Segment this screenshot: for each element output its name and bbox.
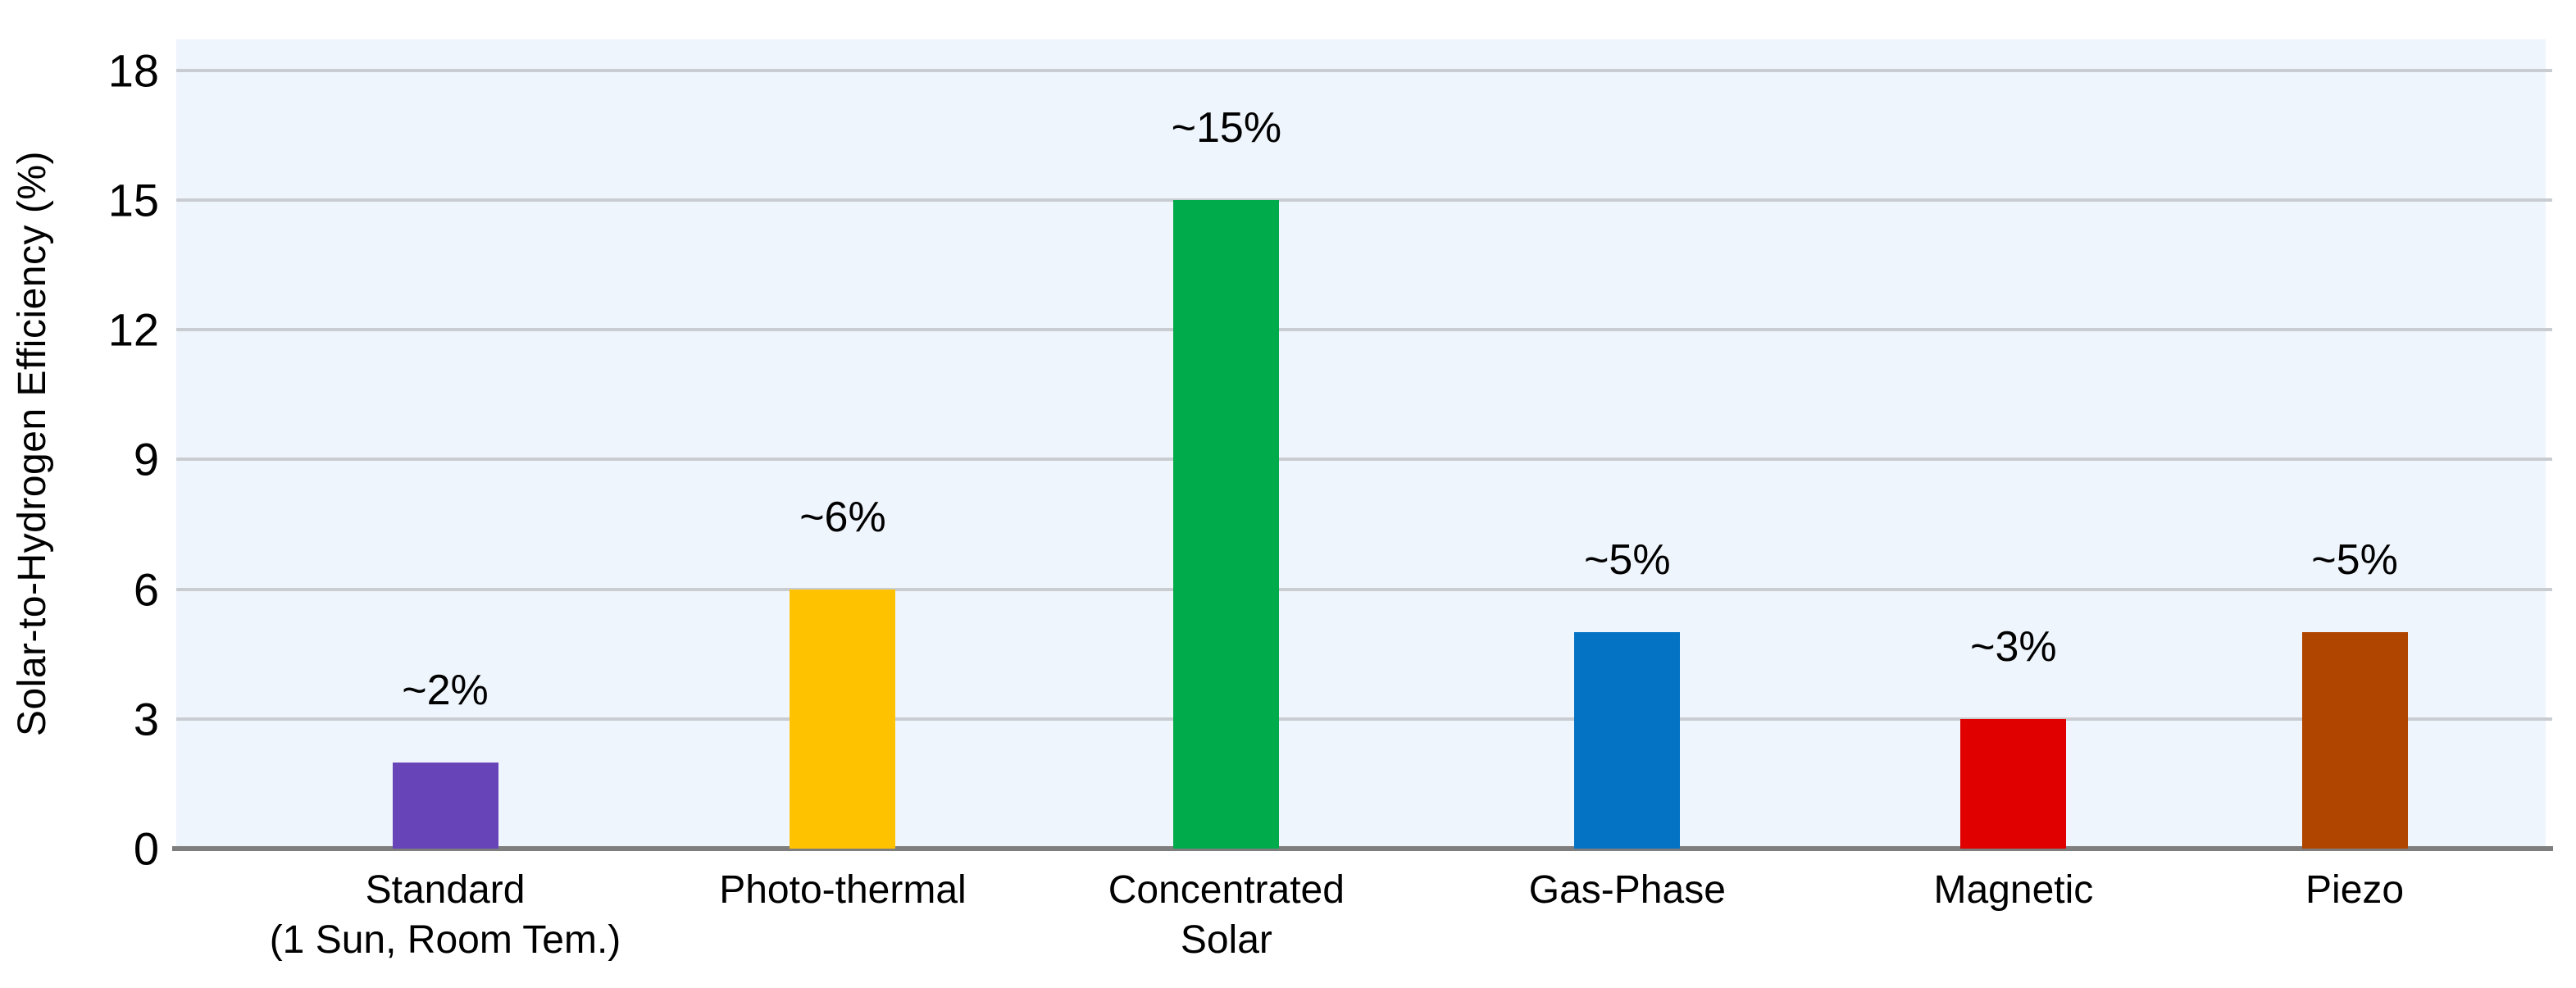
bar-piezo bbox=[2301, 632, 2408, 849]
gridline-y-3 bbox=[176, 717, 2552, 721]
bar-gas-phase bbox=[1574, 632, 1681, 849]
bar-value-label-gas-phase: ~5% bbox=[1584, 536, 1671, 584]
gridline-y-9 bbox=[176, 458, 2552, 462]
plot-area: ~2% ~6% ~15% ~5% ~3% ~5% bbox=[172, 39, 2553, 851]
bar-value-label-concentrated: ~15% bbox=[1171, 104, 1282, 152]
x-axis-category-labels: Standard (1 Sun, Room Tem.) Photo-thermal… bbox=[176, 866, 2546, 988]
y-tick-label-18: 18 bbox=[107, 44, 159, 97]
gridline-y-6 bbox=[176, 587, 2552, 591]
bar-concentrated bbox=[1173, 200, 1280, 849]
category-label-magnetic: Magnetic bbox=[1933, 868, 2094, 912]
category-label-standard: Standard (1 Sun, Room Tem.) bbox=[269, 868, 621, 962]
x-axis-line bbox=[172, 846, 2553, 851]
y-tick-label-15: 15 bbox=[107, 174, 159, 226]
category-label-concentrated: Concentrated Solar bbox=[1108, 868, 1345, 962]
category-label-photo-thermal: Photo-thermal bbox=[719, 868, 967, 912]
y-tick-label-6: 6 bbox=[133, 563, 159, 616]
bar-value-label-photo-thermal: ~6% bbox=[799, 494, 886, 541]
category-label-piezo: Piezo bbox=[2305, 868, 2405, 912]
bar-value-label-standard: ~2% bbox=[402, 667, 489, 714]
bar-value-label-magnetic: ~3% bbox=[1970, 623, 2057, 671]
gridline-y-15 bbox=[176, 198, 2552, 203]
y-tick-label-12: 12 bbox=[107, 303, 159, 356]
gridline-y-12 bbox=[176, 328, 2552, 332]
gridline-y-18 bbox=[176, 68, 2552, 72]
y-axis-tick-labels: 0 3 6 9 12 15 18 bbox=[0, 0, 164, 988]
bar-value-label-piezo: ~5% bbox=[2311, 536, 2398, 584]
y-tick-label-9: 9 bbox=[133, 433, 159, 485]
y-tick-label-3: 3 bbox=[133, 693, 159, 745]
y-tick-label-0: 0 bbox=[133, 822, 159, 875]
category-label-gas-phase: Gas-Phase bbox=[1528, 868, 1726, 912]
bar-photo-thermal bbox=[790, 590, 896, 849]
bar-standard bbox=[392, 763, 498, 849]
bar-magnetic bbox=[1960, 719, 2067, 849]
